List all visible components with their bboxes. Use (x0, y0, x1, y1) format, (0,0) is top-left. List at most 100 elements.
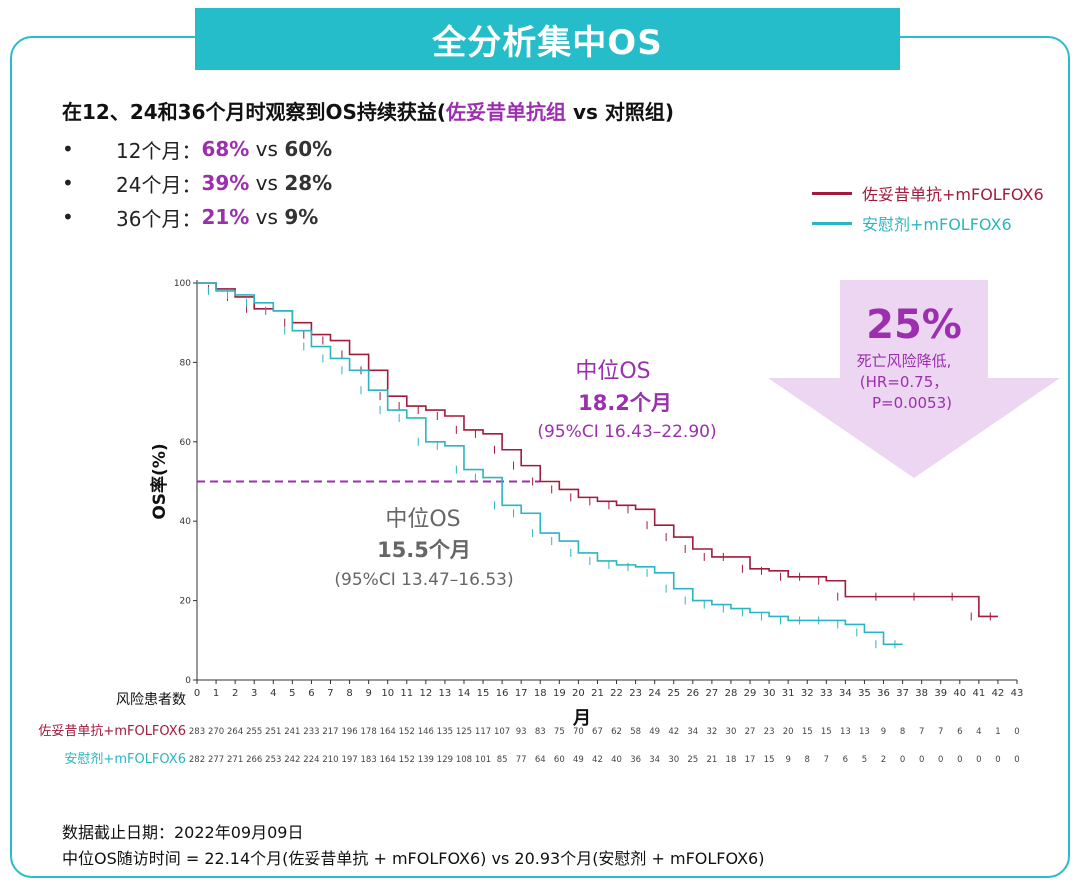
x-tick-label: 8 (346, 688, 352, 699)
bullet-item: • 24个月： 39% vs 28% (62, 166, 332, 200)
legend-item: 佐妥昔单抗+mFOLFOX6 (812, 178, 1044, 208)
bullet-vs: vs (249, 205, 285, 229)
x-tick-label: 11 (400, 688, 413, 699)
risk-table-cell: 242 (284, 755, 300, 765)
x-tick-label: 19 (553, 688, 566, 699)
bullet-label: 12个月： (116, 138, 202, 163)
x-axis-title: 月 (572, 708, 591, 729)
risk-table-cell: 241 (284, 727, 300, 737)
risk-table-cell: 270 (208, 727, 224, 737)
risk-table-cell: 49 (649, 727, 660, 737)
risk-table-cell: 152 (399, 755, 415, 765)
risk-table-cell: 0 (995, 755, 1000, 765)
legend-swatch-treatment (812, 191, 852, 195)
title-banner: 全分析集中OS (195, 8, 900, 70)
subtitle-post: vs 对照组) (566, 100, 675, 124)
risk-table-cell: 146 (418, 727, 434, 737)
y-axis-title: OS率(%) (149, 443, 170, 519)
x-tick-label: 43 (1011, 688, 1024, 699)
risk-table-cell: 253 (265, 755, 281, 765)
risk-table-cell: 62 (611, 727, 622, 737)
median-trt-value: 18.2个月 (578, 391, 672, 415)
risk-table-cell: 0 (919, 755, 924, 765)
bullet-item: • 12个月： 68% vs 60% (62, 132, 332, 166)
risk-table-cell: 139 (418, 755, 434, 765)
risk-table-cell: 183 (361, 755, 377, 765)
x-tick-label: 30 (763, 688, 776, 699)
risk-table-cell: 101 (475, 755, 491, 765)
legend-item: 安慰剂+mFOLFOX6 (812, 208, 1044, 238)
risk-table-cell: 77 (516, 755, 527, 765)
risk-table-cell: 42 (668, 727, 679, 737)
risk-table-cell: 196 (341, 727, 357, 737)
risk-table-cell: 20 (783, 727, 794, 737)
median-trt-label: 中位OS (575, 359, 650, 384)
risk-table-cell: 18 (726, 755, 737, 765)
risk-table-cell: 108 (456, 755, 472, 765)
x-tick-label: 13 (439, 688, 452, 699)
risk-table-cell: 0 (900, 755, 905, 765)
y-tick-label: 60 (180, 438, 192, 448)
risk-table-cell: 5 (862, 755, 867, 765)
median-ctl-ci: (95%CI 13.47–16.53) (334, 570, 513, 590)
risk-table-cell: 23 (764, 727, 775, 737)
risk-table-cell: 9 (881, 727, 886, 737)
risk-table-cell: 13 (840, 727, 851, 737)
x-tick-label: 2 (232, 688, 238, 699)
x-tick-label: 6 (308, 688, 314, 699)
risk-table-cell: 7 (824, 755, 829, 765)
x-tick-label: 37 (896, 688, 909, 699)
x-tick-label: 0 (194, 688, 200, 699)
bullet-label: 36个月： (116, 206, 202, 231)
footer-notes: 数据截止日期：2022年09月09日 中位OS随访时间 = 22.14个月(佐妥… (62, 820, 764, 872)
risk-table-cell: 210 (322, 755, 338, 765)
risk-table-cell: 1 (995, 727, 1000, 737)
x-tick-label: 22 (610, 688, 623, 699)
bullet-value-treatment: 68% (201, 137, 250, 161)
y-tick-label: 40 (180, 517, 192, 527)
hr-percent-label: 25% (866, 302, 962, 348)
risk-table-cell: 0 (938, 755, 943, 765)
risk-table-cell: 27 (745, 727, 756, 737)
risk-table-cell: 264 (227, 727, 243, 737)
x-tick-label: 9 (365, 688, 371, 699)
median-ctl-value: 15.5个月 (377, 538, 471, 562)
chart-legend: 佐妥昔单抗+mFOLFOX6 安慰剂+mFOLFOX6 (812, 178, 1044, 238)
risk-table-cell: 8 (900, 727, 905, 737)
x-tick-label: 5 (289, 688, 295, 699)
x-tick-label: 26 (686, 688, 699, 699)
risk-table-cell: 0 (1014, 727, 1019, 737)
risk-table-cell: 129 (437, 755, 453, 765)
risk-table-cell: 15 (802, 727, 813, 737)
hr-value-label: (HR=0.75， (860, 373, 949, 391)
x-tick-label: 33 (820, 688, 833, 699)
risk-table-title: 风险患者数 (116, 692, 186, 708)
risk-table-cell: 277 (208, 755, 224, 765)
risk-table-cell: 283 (189, 727, 205, 737)
x-tick-label: 36 (877, 688, 890, 699)
risk-table-cell: 15 (764, 755, 775, 765)
risk-table-cell: 251 (265, 727, 281, 737)
y-tick-label: 100 (174, 279, 191, 289)
risk-table-cell: 30 (668, 755, 679, 765)
risk-table-cell: 17 (745, 755, 756, 765)
risk-table-cell: 6 (957, 727, 962, 737)
risk-reduction-arrow (768, 280, 1060, 478)
x-tick-label: 17 (515, 688, 528, 699)
x-tick-label: 31 (782, 688, 795, 699)
risk-table-cell: 0 (957, 755, 962, 765)
subtitle-pre: 在12、24和36个月时观察到OS持续获益( (62, 100, 447, 124)
risk-table-cell: 67 (592, 727, 603, 737)
p-value-label: P=0.0053) (872, 394, 952, 412)
risk-table-cell: 2 (881, 755, 886, 765)
risk-table-cell: 7 (919, 727, 924, 737)
x-tick-label: 16 (496, 688, 509, 699)
x-tick-label: 14 (458, 688, 471, 699)
legend-label: 安慰剂+mFOLFOX6 (862, 215, 1012, 234)
x-tick-label: 7 (327, 688, 333, 699)
x-tick-label: 1 (213, 688, 219, 699)
x-tick-label: 28 (725, 688, 738, 699)
y-tick-label: 20 (180, 597, 192, 607)
risk-table-cell: 152 (399, 727, 415, 737)
x-tick-label: 4 (270, 688, 276, 699)
